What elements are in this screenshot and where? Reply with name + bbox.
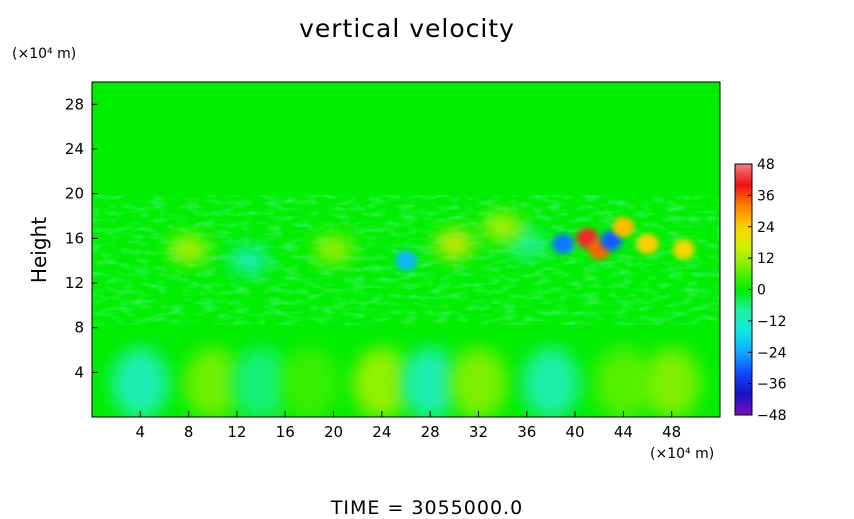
colorbar-tick-label-3: 12 xyxy=(757,251,775,267)
heatmap-feature-17 xyxy=(612,217,635,238)
colorbar-tick-label-4: 0 xyxy=(757,283,766,299)
x-tick-label-5: 24 xyxy=(372,423,391,441)
colorbar-tick-label-8: −48 xyxy=(757,408,787,424)
colorbar-tick-label-5: −12 xyxy=(757,314,787,330)
x-tick-label-1: 8 xyxy=(184,423,194,441)
heatmap-feature-8 xyxy=(594,347,653,417)
heatmap-feature-11 xyxy=(434,230,474,258)
y-tick-label-1: 8 xyxy=(74,319,84,337)
heatmap-feature-22 xyxy=(314,236,353,263)
y-tick-label-6: 28 xyxy=(65,95,84,113)
x-tick-label-10: 44 xyxy=(614,423,633,441)
x-tick-label-6: 28 xyxy=(421,423,440,441)
colorbar-tick-label-2: 24 xyxy=(757,220,775,236)
x-tick-label-0: 4 xyxy=(136,423,146,441)
heatmap-feature-12 xyxy=(507,230,547,258)
x-axis-ticks: 4 8 12 16 20 24 28 32 36 40 44 48 xyxy=(136,411,681,441)
y-tick-label-2: 12 xyxy=(65,274,84,292)
y-axis-title: Height xyxy=(27,217,51,283)
x-tick-label-7: 32 xyxy=(469,423,488,441)
heatmap-features xyxy=(111,213,701,417)
y-axis-unit-label: (×10⁴ m) xyxy=(12,46,77,62)
heatmap-feature-18 xyxy=(636,233,659,254)
heatmap-feature-4 xyxy=(352,347,411,417)
heatmap-feature-20 xyxy=(169,236,208,263)
y-tick-label-3: 16 xyxy=(65,229,84,247)
heatmap-feature-23 xyxy=(483,213,522,241)
colorbar-tick-label-1: 36 xyxy=(757,188,775,204)
x-tick-label-4: 20 xyxy=(324,423,343,441)
heatmap-feature-21 xyxy=(229,247,269,275)
heatmap-feature-3 xyxy=(280,347,339,417)
heatmap-feature-9 xyxy=(642,347,701,417)
y-axis-ticks: 4 8 12 16 20 24 28 xyxy=(65,95,98,381)
time-label: TIME = 3055000.0 xyxy=(330,497,524,519)
heatmap-feature-0 xyxy=(111,347,170,417)
chart-title: vertical velocity xyxy=(299,14,515,43)
x-tick-label-11: 48 xyxy=(662,423,681,441)
heatmap-feature-2 xyxy=(232,347,291,417)
y-tick-label-5: 24 xyxy=(65,140,84,158)
x-tick-label-3: 16 xyxy=(276,423,295,441)
heatmap-feature-5 xyxy=(401,347,460,417)
x-tick-label-8: 36 xyxy=(517,423,536,441)
heatmap-plot-area xyxy=(92,82,720,417)
colorbar-tick-label-0: 48 xyxy=(757,157,775,173)
heatmap-feature-13 xyxy=(552,233,574,254)
heatmap-feature-1 xyxy=(183,347,242,417)
colorbar-ticks: 48 36 24 12 0 −12 −24 −36 −48 xyxy=(748,157,787,424)
y-tick-label-4: 20 xyxy=(65,185,84,203)
heatmap-feature-6 xyxy=(449,347,508,417)
x-axis-unit-label: (×10⁴ m) xyxy=(650,446,715,462)
colorbar-tick-label-7: −36 xyxy=(757,377,787,393)
colorbar-tick-label-6: −24 xyxy=(757,345,787,361)
y-tick-label-0: 4 xyxy=(74,363,84,381)
plot-frame xyxy=(91,81,721,418)
x-tick-label-2: 12 xyxy=(227,423,246,441)
heatmap-feature-7 xyxy=(521,347,580,417)
x-tick-label-9: 40 xyxy=(566,423,585,441)
heatmap-feature-19 xyxy=(672,239,695,260)
heatmap-feature-10 xyxy=(395,250,417,271)
heatmap-feature-16 xyxy=(600,230,623,251)
